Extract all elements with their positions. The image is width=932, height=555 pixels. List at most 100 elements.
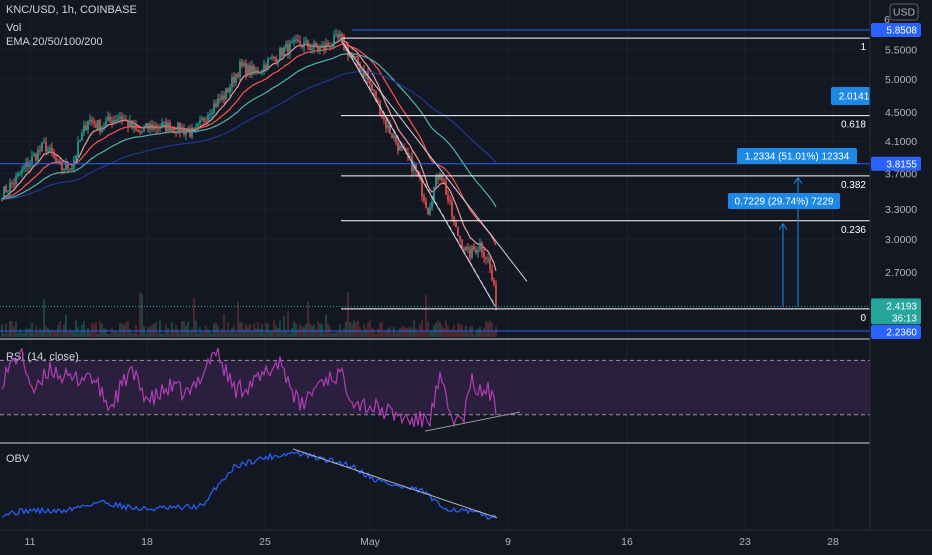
candle-body: [271, 56, 273, 59]
volume-bar: [491, 322, 493, 337]
candle-body: [335, 34, 337, 36]
candle-body: [265, 64, 267, 70]
symbol-title[interactable]: KNC/USD, 1h, COINBASE: [6, 4, 137, 16]
candle-body: [343, 36, 345, 49]
volume-bar: [383, 330, 385, 337]
volume-bar: [121, 322, 123, 337]
volume-bar: [145, 333, 147, 337]
candle-body: [431, 201, 433, 208]
candle-body: [47, 149, 49, 152]
volume-bar: [29, 328, 31, 337]
volume-bar: [235, 332, 237, 337]
volume-bar: [9, 321, 11, 337]
candle-body: [281, 47, 283, 57]
time-tick: 28: [827, 536, 839, 548]
volume-bar: [353, 320, 355, 337]
currency-badge-box: [889, 3, 919, 21]
volume-bar: [47, 328, 49, 337]
ema-label[interactable]: EMA 20/50/100/200: [6, 36, 103, 48]
badge-resistance-bg: [871, 156, 921, 171]
candle-body: [455, 222, 457, 228]
volume-bar: [293, 321, 295, 337]
candle-body: [491, 269, 493, 281]
candle-body: [161, 122, 163, 128]
price-tick: 2.7000: [885, 267, 917, 279]
candle-body: [261, 70, 263, 73]
volume-bar: [25, 328, 27, 337]
volume-bar: [269, 331, 271, 337]
candle-body: [433, 187, 435, 202]
candle-body: [209, 114, 211, 116]
candle-body: [165, 121, 167, 132]
time-tick: 9: [505, 536, 511, 548]
candle-body: [169, 122, 171, 132]
candle-body: [389, 125, 391, 134]
candle-body: [315, 42, 317, 48]
volume-bar: [49, 330, 51, 337]
candle-body: [17, 173, 19, 177]
candle-body: [173, 128, 175, 132]
volume-bar: [495, 326, 497, 337]
candle-body: [279, 47, 281, 60]
volume-bar: [355, 322, 357, 337]
candle-body: [95, 123, 97, 128]
candle-body: [37, 150, 39, 161]
drawing-overlay[interactable]: 1 0.618 0.382 0.236 0 1.2334 (51.01%) 12334 0.…: [0, 29, 877, 332]
time-tick: May: [360, 536, 381, 548]
candle-body: [473, 246, 475, 250]
badge-bottom-line-bg: [871, 325, 921, 339]
candle-body: [219, 98, 221, 100]
volume-bar: [259, 328, 261, 337]
candle-body: [363, 69, 365, 76]
volume-bar: [385, 330, 387, 337]
volume-bar: [299, 323, 301, 337]
volume-bar: [169, 333, 171, 337]
candle-body: [157, 128, 159, 130]
volume-bar: [397, 331, 399, 337]
volume-bar: [71, 331, 73, 337]
candle-body: [479, 242, 481, 250]
candle-body: [29, 162, 31, 167]
volume-bar: [301, 326, 303, 337]
candle-body: [229, 87, 231, 93]
volume-bar: [157, 333, 159, 337]
volume-bar: [13, 326, 15, 337]
candle-body: [337, 34, 339, 38]
volume-bar: [243, 329, 245, 337]
candle-body: [79, 140, 81, 142]
time-tick: 23: [739, 536, 751, 548]
volume-bar: [133, 333, 135, 337]
candle-body: [387, 125, 389, 129]
candle-body: [53, 153, 55, 158]
volume-bar: [335, 332, 337, 337]
candle-body: [461, 239, 463, 249]
volume-bar: [221, 328, 223, 337]
candle-body: [467, 247, 469, 250]
volume-bar: [195, 320, 197, 337]
volume-bar: [271, 330, 273, 337]
volume-bar: [51, 329, 53, 337]
volume-bar: [53, 331, 55, 337]
volume-bar: [139, 292, 141, 337]
candle-body: [191, 127, 193, 137]
candle-body: [49, 147, 51, 150]
measure-long-label: 1.2334 (51.01%) 12334: [737, 148, 857, 164]
volume-label[interactable]: Vol: [6, 22, 22, 34]
volume-bar: [61, 332, 63, 337]
candle-body: [273, 56, 275, 58]
measure-target-label-bg: [831, 87, 877, 105]
volume-bar: [379, 322, 381, 337]
volume-bar: [419, 323, 421, 337]
candle-body: [463, 248, 465, 251]
price-tick: 3.3000: [885, 204, 917, 216]
volume-bar: [413, 320, 415, 337]
volume-bar: [241, 322, 243, 337]
obv-line: [1, 450, 497, 521]
candle-body: [87, 121, 89, 131]
candle-body: [331, 44, 333, 48]
badge-bottom-line: 2.2360: [886, 328, 917, 339]
candle-body: [319, 47, 321, 51]
